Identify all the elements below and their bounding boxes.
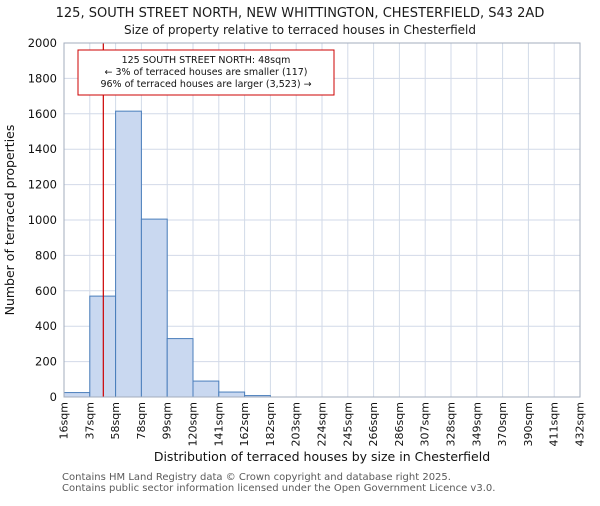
histogram-bar <box>63 392 91 398</box>
y-tick-label: 800 <box>35 248 57 262</box>
footer-line-2: Contains public sector information licen… <box>62 482 496 494</box>
x-tick-label: 99sqm <box>161 402 174 439</box>
y-axis-title: Number of terraced properties <box>2 125 17 316</box>
y-tick-label: 1000 <box>28 213 57 227</box>
histogram-bar <box>115 110 142 398</box>
x-tick-label: 58sqm <box>109 402 122 439</box>
footer-line-1: Contains HM Land Registry data © Crown c… <box>62 472 451 483</box>
x-tick-label: 203sqm <box>290 402 303 446</box>
x-tick-label: 390sqm <box>522 402 535 446</box>
x-tick-label: 286sqm <box>393 402 406 446</box>
histogram-chart: 125 SOUTH STREET NORTH: 48sqm← 3% of ter… <box>2 37 587 464</box>
y-tick-label: 1600 <box>28 107 57 121</box>
y-tick-label: 600 <box>35 284 57 298</box>
x-tick-label: 432sqm <box>574 402 587 446</box>
x-tick-label: 370sqm <box>496 402 509 446</box>
x-tick-label: 182sqm <box>264 402 277 446</box>
y-tick-label: 200 <box>35 355 57 369</box>
x-tick-label: 245sqm <box>341 402 354 446</box>
histogram-bar <box>89 295 117 398</box>
histogram-bar <box>218 391 246 398</box>
histogram-bar <box>192 380 220 398</box>
x-tick-label: 162sqm <box>238 402 251 446</box>
annotation-line: 125 SOUTH STREET NORTH: 48sqm <box>122 55 291 66</box>
x-tick-label: 141sqm <box>212 402 225 446</box>
y-tick-label: 1800 <box>28 71 57 85</box>
y-tick-label: 1400 <box>28 142 57 156</box>
histogram-bar <box>140 218 168 398</box>
x-tick-label: 266sqm <box>367 402 380 446</box>
annotation-box <box>77 49 335 96</box>
x-tick-label: 307sqm <box>419 402 432 446</box>
x-tick-label: 37sqm <box>83 402 96 439</box>
histogram-bar <box>166 338 194 398</box>
x-tick-label: 224sqm <box>316 402 329 446</box>
annotation-line: 96% of terraced houses are larger (3,523… <box>100 79 311 90</box>
chart-subtitle: Size of property relative to terraced ho… <box>123 23 476 37</box>
x-tick-label: 120sqm <box>187 402 200 446</box>
x-axis-title: Distribution of terraced houses by size … <box>154 449 490 464</box>
chart-title: 125, SOUTH STREET NORTH, NEW WHITTINGTON… <box>55 6 545 21</box>
x-tick-label: 411sqm <box>548 402 561 446</box>
x-tick-label: 349sqm <box>470 402 483 446</box>
x-tick-label: 16sqm <box>58 402 71 439</box>
y-tick-label: 0 <box>50 390 57 404</box>
plot-border <box>63 42 581 398</box>
y-tick-label: 400 <box>35 319 57 333</box>
footer: Contains HM Land Registry data © Crown c… <box>62 472 600 494</box>
x-tick-label: 78sqm <box>135 402 148 439</box>
x-tick-label: 328sqm <box>445 402 458 446</box>
y-tick-label: 2000 <box>28 37 57 50</box>
y-tick-label: 1200 <box>28 178 57 192</box>
annotation-line: ← 3% of terraced houses are smaller (117… <box>104 67 307 78</box>
chart-page: 125, SOUTH STREET NORTH, NEW WHITTINGTON… <box>0 6 600 494</box>
